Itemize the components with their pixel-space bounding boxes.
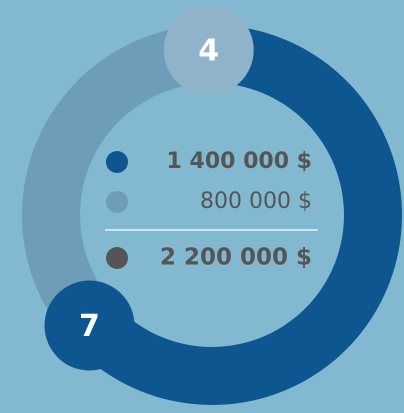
legend-value: 1 400 000 $ — [167, 149, 312, 174]
legend-dot — [106, 191, 128, 213]
donut-segment — [21, 25, 212, 340]
badge-label: 7 — [79, 309, 100, 344]
legend-dot — [106, 151, 128, 173]
total-value: 2 200 000 $ — [160, 245, 312, 271]
donut-segment — [68, 25, 402, 405]
legend-value: 800 000 $ — [200, 189, 312, 214]
badge-label: 4 — [198, 34, 219, 69]
badge — [163, 5, 254, 96]
badge — [44, 280, 135, 371]
total-dot — [106, 247, 128, 269]
